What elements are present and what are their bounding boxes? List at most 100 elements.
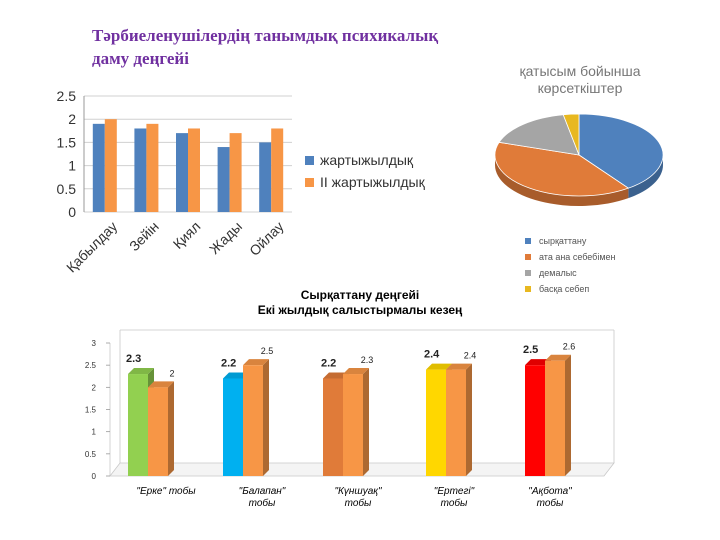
main-title: Тәрбиеленушілердің танымдық психикалық д… [92, 24, 522, 70]
legend-swatch-series2 [305, 178, 314, 187]
category-line2: тобы [536, 498, 564, 509]
bottom-category-label: "Балапан" тобы [222, 486, 302, 510]
y-tick-label: 2 [68, 111, 76, 127]
legend-swatch-series1 [305, 156, 314, 165]
bar [104, 119, 117, 212]
pie-chart-legend: сырқаттану ата ана себебімен демалыс бас… [525, 233, 616, 297]
data-label: 2 [169, 368, 174, 378]
pie-legend-item: ата ана себебімен [525, 249, 616, 265]
y-tick-label: 1.5 [57, 134, 77, 150]
bar [217, 147, 230, 212]
bar [446, 369, 466, 476]
x-tick-label: Қабылдау [63, 218, 120, 275]
bar [343, 374, 363, 476]
y-tick-label: 0.5 [85, 450, 97, 459]
category-line1: "Күншуақ" [334, 486, 382, 497]
data-label: 2.2 [221, 357, 236, 369]
bar [229, 133, 242, 212]
pie-slice [562, 113, 580, 156]
pie-legend-swatch [525, 238, 531, 244]
bar [223, 378, 243, 476]
bar [259, 142, 272, 212]
bar-top [545, 354, 571, 361]
bar [426, 369, 446, 476]
bottom-category-label: "Күншуақ" тобы [318, 486, 398, 510]
bottom-category-label: "Ертегі" тобы [414, 486, 494, 510]
bar-top [128, 368, 154, 375]
bar-top [323, 372, 349, 379]
category-line1: "Ақбота" [528, 486, 572, 497]
bar [128, 374, 148, 476]
legend-item-series2: II жартыжылдық [305, 174, 440, 191]
y-tick-label: 0 [92, 472, 97, 481]
bar-top [426, 363, 452, 370]
pie-legend-label: сырқаттану [539, 236, 587, 246]
bar-top [525, 359, 551, 366]
data-label: 2.3 [126, 353, 141, 365]
bar [271, 128, 284, 212]
pie-slice-side [628, 155, 663, 199]
pie-slice-side [495, 155, 629, 206]
category-line2: тобы [344, 498, 372, 509]
y-tick-label: 0 [68, 204, 76, 220]
bar-top [243, 359, 269, 366]
bar-side [466, 363, 472, 476]
bottom-title-line2: Екі жылдық салыстырмалы кезең [257, 303, 463, 317]
y-tick-label: 1 [68, 158, 76, 174]
bar [148, 387, 168, 476]
pie-title-line2: көрсеткіштер [537, 80, 623, 96]
bar [92, 123, 105, 212]
pie-legend-label: басқа себеп [539, 284, 590, 294]
y-tick-label: 2.5 [57, 88, 77, 104]
main-title-line1: Тәрбиеленушілердің танымдық психикалық [92, 26, 439, 45]
pie-legend-swatch [525, 286, 531, 292]
bar [243, 365, 263, 476]
x-tick-label: Қиял [170, 218, 204, 252]
bottom-category-label: "Ерке" тобы [126, 486, 206, 498]
bar-side [168, 381, 174, 476]
legend-label-series2: II жартыжылдық [320, 174, 425, 190]
bar [323, 378, 343, 476]
pie-slice [498, 114, 580, 156]
legend-label-series1: жартыжылдық [320, 152, 414, 168]
legend-item-series1: жартыжылдық [305, 152, 440, 169]
pie-legend-item: демалыс [525, 265, 616, 281]
pie-legend-swatch [525, 254, 531, 260]
pie-chart-title: қатысым бойынша көрсеткіштер [480, 63, 680, 97]
data-label: 2.5 [523, 344, 538, 356]
bar-side [363, 368, 369, 476]
bar-top [223, 372, 249, 379]
category-line2: тобы [248, 498, 276, 509]
y-tick-label: 1.5 [85, 406, 97, 415]
bottom-title-line1: Сырқаттану деңгейі [300, 288, 420, 302]
y-tick-label: 2.5 [85, 361, 97, 370]
category-line1: "Ерке" тобы [136, 486, 196, 497]
pie-slice [578, 113, 664, 189]
y-tick-label: 2 [92, 383, 97, 392]
pie-legend-label: демалыс [539, 268, 577, 278]
main-title-line2: даму деңгейі [92, 49, 189, 68]
bar-side [565, 354, 571, 476]
bar-chart-legend: жартыжылдық II жартыжылдық [305, 152, 440, 191]
bar-side [263, 359, 269, 476]
category-line1: "Ертегі" [433, 486, 475, 497]
pie-legend-item: сырқаттану [525, 233, 616, 249]
category-line1: "Балапан" [238, 486, 286, 497]
x-tick-label: Жады [206, 218, 245, 257]
y-tick-label: 1 [92, 428, 97, 437]
pie-legend-swatch [525, 270, 531, 276]
x-tick-label: Ойлау [246, 218, 287, 259]
data-label: 2.3 [361, 355, 374, 365]
bar [188, 128, 200, 212]
bottom-chart-title: Сырқаттану деңгейі Екі жылдық салыстырма… [180, 288, 540, 318]
bar [545, 360, 565, 476]
data-label: 2.5 [261, 346, 274, 356]
data-label: 2.4 [464, 351, 477, 361]
bar [176, 133, 188, 212]
pie-legend-label: ата ана себебімен [539, 252, 616, 262]
y-tick-label: 0.5 [57, 181, 77, 197]
bottom-category-label: "Ақбота" тобы [510, 486, 590, 510]
pie-legend-item: басқа себеп [525, 281, 616, 297]
data-label: 2.2 [321, 357, 336, 369]
